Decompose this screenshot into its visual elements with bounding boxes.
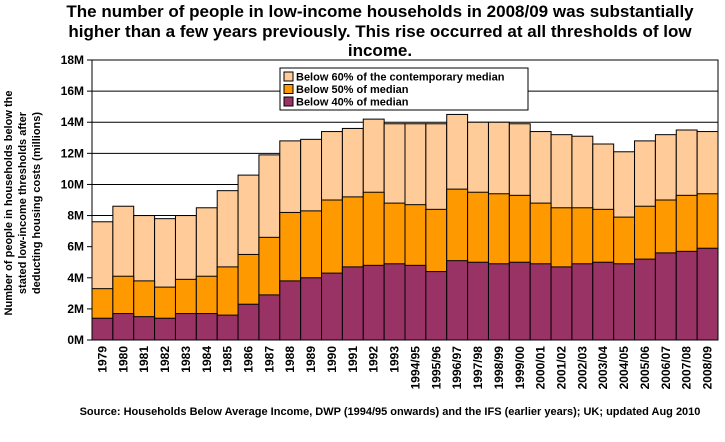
x-tick-label: 1995/96	[429, 346, 443, 390]
x-tick-label: 2006/07	[659, 346, 673, 390]
x-tick-label: 1992	[367, 346, 381, 373]
x-tick-label: 2004/05	[617, 346, 631, 390]
x-tick-label: 2001/02	[555, 346, 569, 390]
bar-forty-28	[675, 250, 698, 341]
x-tick-label: 1989	[304, 346, 318, 373]
x-tick-label: 1990	[325, 346, 339, 373]
x-tick-label: 1999/00	[513, 346, 527, 390]
y-tick-label: 2M	[67, 302, 84, 316]
legend-label: Below 40% of median	[296, 97, 409, 109]
x-tick-label: 1982	[158, 346, 172, 373]
bar-forty-19	[487, 263, 510, 341]
y-tick-label: 12M	[61, 146, 84, 160]
bar-forty-21	[529, 263, 552, 341]
bar-forty-2	[133, 316, 156, 341]
bar-forty-29	[696, 247, 719, 341]
x-tick-label: 1987	[262, 346, 276, 373]
x-tick-label: 2000/01	[534, 346, 548, 390]
bar-forty-18	[467, 261, 489, 341]
y-tick-label: 6M	[67, 240, 84, 254]
x-tick-label: 1985	[221, 346, 235, 373]
chart-title: The number of people in low-income house…	[66, 2, 694, 60]
x-tick-label: 1993	[388, 346, 402, 373]
x-tick-label: 1988	[283, 346, 297, 373]
bar-forty-16	[425, 271, 448, 341]
bar-forty-25	[613, 263, 636, 341]
y-tick-label: 0M	[67, 333, 84, 347]
y-tick-label: 4M	[67, 271, 84, 285]
x-tick-label: 1998/99	[492, 346, 506, 390]
bar-forty-9	[279, 280, 302, 341]
bar-forty-23	[571, 263, 594, 341]
x-tick-label: 1991	[346, 346, 360, 373]
bar-forty-11	[321, 272, 343, 341]
x-tick-labels: 1979 1980 1981 1982 1983 1984 1985 1986 1987 1988…	[95, 346, 714, 390]
x-tick-label: 2008/09	[701, 346, 715, 390]
legend: Below 60% of the contemporary medianBelo…	[279, 67, 529, 111]
y-tick-label: 14M	[61, 115, 84, 129]
x-tick-label: 2003/04	[596, 346, 610, 390]
bar-forty-8	[258, 294, 281, 341]
legend-swatch	[283, 84, 294, 94]
legend-box	[279, 67, 529, 111]
bar-forty-12	[341, 266, 364, 341]
legend-label: Below 60% of the contemporary median	[296, 72, 505, 84]
bar-forty-20	[508, 261, 531, 341]
y-axis-label-line: Number of people in households below the	[3, 91, 15, 316]
bar-forty-13	[362, 264, 385, 341]
bar-forty-7	[237, 303, 260, 341]
y-axis-label-line: deducting housing costs (millions)	[31, 112, 43, 294]
y-tick-label: 10M	[61, 177, 84, 191]
bar-forty-26	[634, 258, 656, 341]
bars-group	[91, 113, 719, 341]
x-tick-label: 1983	[179, 346, 193, 373]
bar-forty-15	[404, 264, 427, 341]
legend-label: Below 50% of median	[296, 84, 409, 96]
bar-forty-4	[174, 313, 197, 341]
x-tick-label: 2007/08	[680, 346, 694, 390]
x-tick-label: 1980	[116, 346, 130, 373]
x-tick-label: 1981	[137, 346, 151, 373]
y-tick-labels: 0M 2M 4M 6M 8M 10M 12M 14M 16M 18M	[61, 53, 84, 347]
source-note: Source: Households Below Average Income,…	[79, 406, 701, 418]
bar-forty-24	[592, 261, 615, 341]
x-tick-label: 1986	[242, 346, 256, 373]
bar-forty-0	[91, 317, 114, 341]
x-tick-label: 1994/95	[408, 346, 422, 390]
y-axis-label: Number of people in households below the…	[3, 91, 43, 316]
y-tick-label: 16M	[61, 84, 84, 98]
x-tick-label: 1984	[200, 346, 214, 373]
bar-forty-3	[154, 317, 176, 341]
bar-forty-5	[195, 313, 218, 341]
x-tick-label: 1997/98	[471, 346, 485, 390]
legend-swatch	[283, 96, 294, 107]
x-tick-label: 1979	[95, 346, 109, 373]
y-axis-label-line: stated low-income thresholds after	[17, 111, 29, 294]
bar-forty-10	[300, 277, 323, 341]
bar-forty-6	[216, 314, 239, 341]
y-tick-label: 8M	[67, 209, 84, 223]
bar-forty-27	[654, 252, 677, 341]
bar-forty-17	[446, 260, 469, 341]
legend-swatch	[283, 71, 294, 82]
bar-forty-1	[112, 313, 135, 341]
x-tick-label: 1996/97	[450, 346, 464, 390]
bar-forty-14	[383, 263, 406, 341]
bar-forty-22	[550, 266, 573, 341]
x-tick-label: 2005/06	[638, 346, 652, 390]
x-tick-label: 2002/03	[575, 346, 589, 390]
y-tick-label: 18M	[61, 53, 84, 67]
